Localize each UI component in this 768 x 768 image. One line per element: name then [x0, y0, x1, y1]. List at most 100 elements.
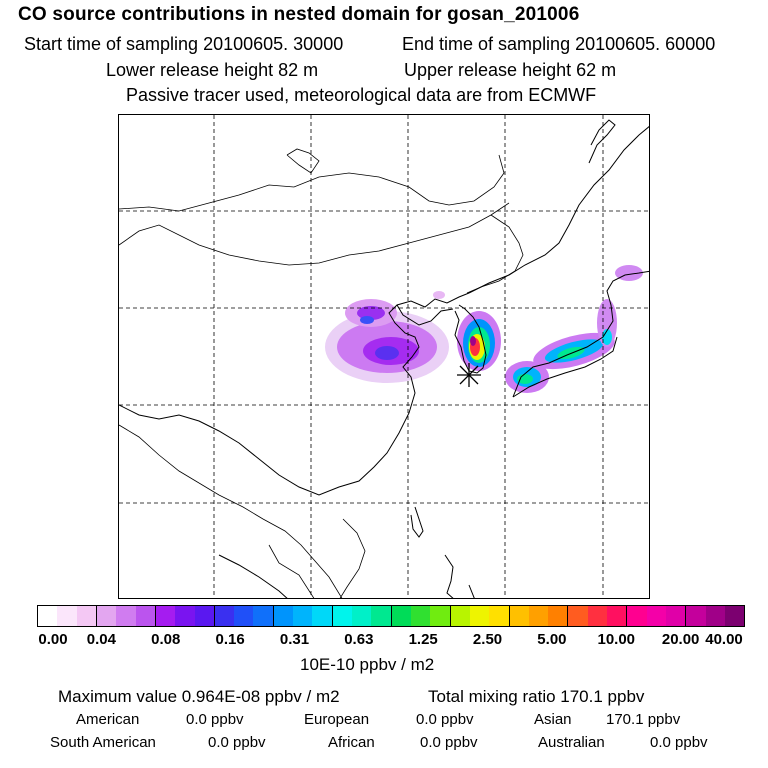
colorbar-segment [705, 606, 725, 626]
receptor-marker [457, 363, 481, 387]
colorbar-segment [724, 606, 745, 626]
start-time-label: Start time of sampling 20100605. 30000 [24, 34, 344, 54]
colorbar-segment [469, 606, 490, 626]
colorbar-tick-label: 10.00 [597, 631, 636, 648]
colorbar-segment [214, 606, 235, 626]
coastline-japan [512, 270, 649, 398]
colorbar-segment [509, 606, 529, 626]
upper-release-height-label: Upper release height 62 m [404, 60, 617, 80]
end-time-label: End time of sampling 20100605. 60000 [402, 34, 716, 54]
coastline-se-asia [218, 554, 288, 598]
source-value-asian: 170.1 ppbv [606, 711, 681, 728]
colorbar-segment [686, 606, 706, 626]
colorbar-tick-label: 20.00 [661, 631, 700, 648]
coastline-philippines [444, 554, 475, 598]
colorbar-segment [371, 606, 392, 626]
baikal-lake [286, 148, 320, 174]
colorbar-segment [410, 606, 431, 626]
colorbar-segment [57, 606, 77, 626]
receptor-line-d2 [459, 365, 479, 385]
map-panel [118, 114, 650, 599]
colorbar-segment [76, 606, 97, 626]
source-value-australian: 0.0 ppbv [650, 734, 708, 751]
source-name-european: European [304, 711, 370, 728]
border-laos [268, 544, 315, 598]
colorbar-tick-label: 1.25 [408, 631, 438, 648]
colorbar-segment [234, 606, 254, 626]
colorbar-segment [646, 606, 666, 626]
border-mongolia-south [119, 154, 505, 212]
colorbar-segment [587, 606, 608, 626]
colorbar-segment [175, 606, 195, 626]
source-name-asian: Asian [534, 711, 572, 728]
colorbar-tick-label: 0.16 [215, 631, 245, 648]
colorbar-tick-label: 0.08 [151, 631, 181, 648]
coastline-sakhalin [588, 119, 616, 164]
borders [119, 148, 524, 598]
coastlines [119, 119, 649, 598]
source-value-african: 0.0 ppbv [420, 734, 478, 751]
colorbar-segment [450, 606, 470, 626]
colorbar-tick-label: 0.63 [344, 631, 374, 648]
source-value-american: 0.0 ppbv [186, 711, 244, 728]
colorbar-segment [273, 606, 294, 626]
plume-china-core [375, 346, 399, 360]
colorbar-segment [666, 606, 687, 626]
gridlines [119, 115, 649, 598]
colorbar-segment [155, 606, 176, 626]
border-vietnam [339, 518, 366, 598]
colorbar-tick-label: 40.00 [705, 631, 743, 648]
border-south-china [198, 482, 343, 598]
source-name-american: American [76, 711, 140, 728]
source-name-south-american: South American [50, 734, 156, 751]
lower-release-height-label: Lower release height 82 m [106, 60, 319, 80]
plume-kyushu-core [517, 374, 533, 384]
border-tibet [119, 424, 200, 484]
colorbar-segment [548, 606, 569, 626]
colorbar-segment [38, 606, 58, 626]
colorbar-segment [253, 606, 274, 626]
colorbar-segment [293, 606, 313, 626]
colorbar-segment [135, 606, 156, 626]
plume-korea-core [470, 336, 476, 346]
total-mixing-ratio-label: Total mixing ratio 170.1 ppbv [428, 687, 645, 706]
source-value-south-american: 0.0 ppbv [208, 734, 266, 751]
colorbar-segment [391, 606, 411, 626]
colorbar-tick-label: 0.00 [38, 631, 68, 648]
plume-japan-east-core [602, 329, 612, 345]
figure-title: CO source contributions in nested domain… [18, 4, 580, 25]
colorbar-segment [489, 606, 510, 626]
coastline-china [119, 292, 470, 496]
coastline-korea [454, 304, 487, 374]
colorbar-segment [96, 606, 117, 626]
source-value-european: 0.0 ppbv [416, 711, 474, 728]
border-mongolia-north [119, 202, 510, 266]
colorbar-tick-label: 2.50 [472, 631, 503, 648]
colorbar-segment [332, 606, 352, 626]
colorbar-segment [430, 606, 451, 626]
coastline-taiwan [410, 506, 424, 538]
plume-small-patch [433, 291, 445, 299]
colorbar-segment [568, 606, 588, 626]
colorbar-segment [116, 606, 136, 626]
colorbar-segment [528, 606, 549, 626]
concentration-field [325, 265, 643, 393]
plume-north-core [360, 316, 374, 324]
max-value-label: Maximum value 0.964E-08 ppbv / m2 [58, 687, 340, 706]
colorbar-segment [312, 606, 333, 626]
colorbar-tick-label: 5.00 [537, 631, 567, 648]
tracer-note-label: Passive tracer used, meteorological data… [126, 85, 597, 105]
colorbar [37, 605, 745, 627]
coastline-bohai [396, 304, 454, 326]
coastline-japan-south [512, 336, 618, 398]
border-northeast [466, 214, 524, 294]
colorbar-segment [627, 606, 647, 626]
map-canvas [119, 115, 649, 598]
colorbar-tick-label: 0.31 [279, 631, 310, 648]
source-name-australian: Australian [538, 734, 605, 751]
colorbar-segment [352, 606, 372, 626]
source-name-african: African [328, 734, 375, 751]
colorbar-tick-label: 0.04 [86, 631, 116, 648]
colorbar-segment [607, 606, 628, 626]
colorbar-segment [194, 606, 215, 626]
